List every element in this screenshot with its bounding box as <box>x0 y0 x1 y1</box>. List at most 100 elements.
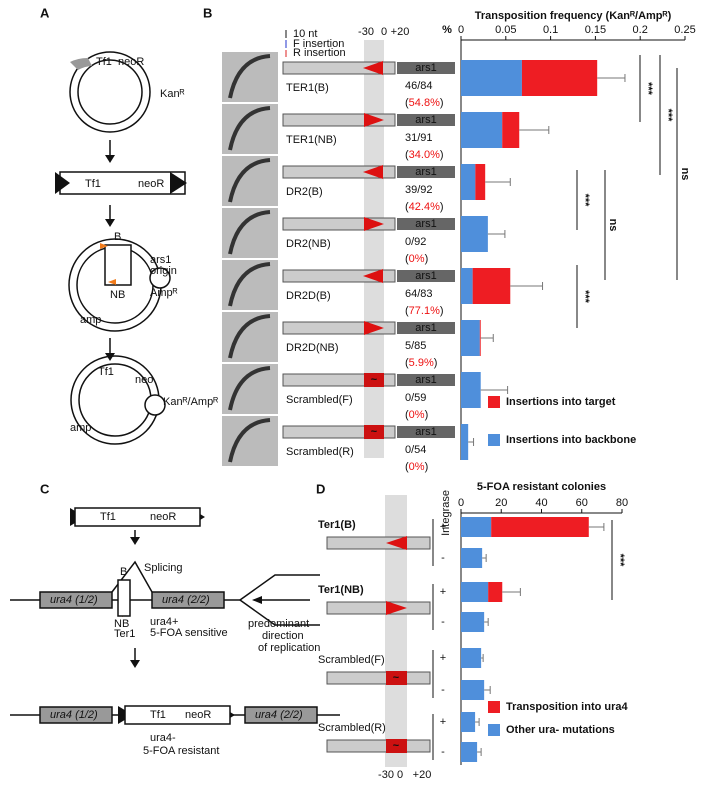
label: amp <box>80 314 101 326</box>
significance-label: *** <box>579 194 591 208</box>
label: 39/92 <box>405 184 433 196</box>
label: +20 <box>391 26 410 38</box>
label: ~ <box>371 426 378 438</box>
category-label: - <box>441 746 445 758</box>
label: +20 <box>413 769 432 781</box>
row-percent: (77.1%) <box>405 305 444 317</box>
label: B <box>114 231 121 243</box>
target-arrow <box>386 601 407 615</box>
panel-label: C <box>40 481 50 496</box>
label: Splicing <box>144 562 183 574</box>
label: 5-FOA sensitive <box>150 627 228 639</box>
label: Ter1 <box>114 628 135 640</box>
construct <box>282 165 396 179</box>
significance-label: ns <box>679 168 691 181</box>
percent-part: ( <box>405 253 409 265</box>
label: ars1 <box>415 114 436 126</box>
percent-part: 54.8% <box>409 97 440 109</box>
category-label: + <box>440 521 446 533</box>
label: ars1 <box>415 166 436 178</box>
bar <box>479 320 481 356</box>
label: 64/83 <box>405 288 433 300</box>
percent-part: ( <box>405 461 409 473</box>
row-label: DR2D(NB) <box>286 342 339 354</box>
panel-label: D <box>316 481 325 496</box>
label: ura4 (1/2) <box>50 709 98 721</box>
percent-part: ( <box>405 409 409 421</box>
construct <box>326 601 431 615</box>
category-label: + <box>440 716 446 728</box>
bar <box>461 424 469 460</box>
percent-part: ( <box>405 97 409 109</box>
label: origin <box>150 265 177 277</box>
gel-arc <box>228 366 271 411</box>
bar <box>461 268 473 304</box>
percent-part: ) <box>440 201 444 213</box>
label: amp <box>70 422 91 434</box>
bar <box>461 216 488 252</box>
label: 5/85 <box>405 340 426 352</box>
bar <box>461 164 476 200</box>
panel-label: A <box>40 5 50 20</box>
integrase-label: Integrase <box>440 490 452 536</box>
label: ars1 <box>415 218 436 230</box>
ars1-box <box>397 374 455 386</box>
label: ars1 <box>415 374 436 386</box>
chart-title: 5-FOA resistant colonies <box>477 481 606 493</box>
legend-label: Insertions into target <box>506 396 616 408</box>
label: neo <box>135 374 153 386</box>
percent-part: ) <box>425 461 429 473</box>
gel-arc <box>228 418 271 463</box>
bar <box>461 320 480 356</box>
label: ura4+ <box>150 616 178 628</box>
label: ura4- <box>150 732 176 744</box>
panel-label: B <box>203 5 212 20</box>
group-label: Ter1(B) <box>318 519 356 531</box>
x-tick-label: 0.15 <box>585 24 606 36</box>
legend-swatch <box>488 396 500 408</box>
gel-arc <box>228 262 271 307</box>
bar <box>461 612 485 632</box>
x-tick-label: 0 <box>458 497 464 509</box>
label: 0 <box>381 26 387 38</box>
label: predominant <box>248 618 309 630</box>
bar <box>475 164 486 200</box>
label: 0/54 <box>405 444 426 456</box>
row-percent: (54.8%) <box>405 97 444 109</box>
panel-c-shapes <box>10 507 340 725</box>
x-tick-label: 0.25 <box>674 24 695 36</box>
label: 5-FOA resistant <box>143 745 219 757</box>
percent-part: ) <box>434 357 438 369</box>
percent-part: 5.9% <box>409 357 434 369</box>
chart-title: Transposition frequency (Kanᴿ/Ampᴿ) <box>475 10 672 22</box>
label: -30 <box>358 26 374 38</box>
label: neoR <box>150 511 176 523</box>
row-percent: (5.9%) <box>405 357 437 369</box>
label: Tf1 <box>96 56 112 68</box>
x-tick-label: 0.2 <box>633 24 648 36</box>
x-tick-label: 0 <box>458 24 464 36</box>
x-tick-label: 0.05 <box>495 24 516 36</box>
label: neoR <box>138 178 164 190</box>
significance-label: *** <box>662 109 674 123</box>
label: ura4 (2/2) <box>255 709 303 721</box>
row-percent: (42.4%) <box>405 201 444 213</box>
plasmid-marker <box>70 57 92 70</box>
construct <box>326 536 431 550</box>
target-arrow <box>363 165 383 179</box>
label: ars1 <box>415 62 436 74</box>
scrambled-box <box>364 425 384 439</box>
ars1-box <box>397 270 455 282</box>
label: Kanᴿ/Ampᴿ <box>163 396 218 408</box>
label: ~ <box>393 740 400 752</box>
label: 31/91 <box>405 132 433 144</box>
label: F insertion <box>293 38 344 50</box>
axis-unit: % <box>442 24 452 36</box>
legend-swatch <box>488 701 500 713</box>
percent-part: 77.1% <box>409 305 440 317</box>
label: 0/59 <box>405 392 426 404</box>
percent-part: ) <box>440 305 444 317</box>
significance-label: *** <box>642 82 654 96</box>
construct <box>282 61 396 75</box>
label: NB <box>114 618 129 630</box>
